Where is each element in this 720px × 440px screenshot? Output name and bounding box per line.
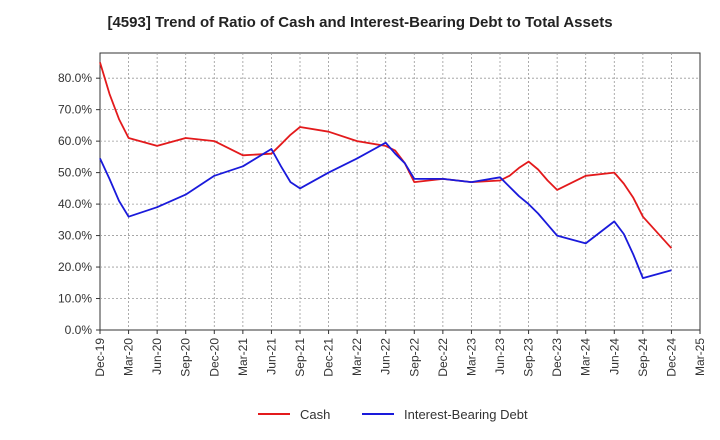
- x-tick-label: Mar-20: [122, 338, 136, 376]
- y-tick-label: 80.0%: [58, 71, 92, 85]
- x-tick-label: Jun-21: [264, 338, 278, 375]
- x-tick-label: Mar-22: [350, 338, 364, 376]
- x-tick-label: Sep-20: [179, 338, 193, 377]
- x-tick-label: Sep-22: [407, 338, 421, 377]
- series-line-interest-bearing-debt: [99, 141, 672, 280]
- x-tick-label: Dec-20: [207, 338, 221, 377]
- x-tick-label: Jun-24: [607, 338, 621, 375]
- x-tick-label: Dec-21: [322, 338, 336, 377]
- x-tick-label: Mar-24: [579, 338, 593, 376]
- y-tick-label: 70.0%: [58, 103, 92, 117]
- y-tick-label: 20.0%: [58, 260, 92, 274]
- x-tick-label: Jun-23: [493, 338, 507, 375]
- plot-area: [99, 52, 701, 331]
- x-tick-label: Dec-19: [93, 338, 107, 377]
- x-tick-label: Mar-23: [464, 338, 478, 376]
- legend-label: Interest-Bearing Debt: [404, 407, 528, 422]
- x-tick-label: Jun-22: [379, 338, 393, 375]
- x-tick-label: Mar-21: [236, 338, 250, 376]
- x-tick-label: Dec-24: [664, 338, 678, 377]
- y-tick-label: 60.0%: [58, 134, 92, 148]
- x-tick-label: Dec-23: [550, 338, 564, 377]
- y-tick-label: 0.0%: [65, 323, 93, 337]
- x-tick-label: Dec-22: [436, 338, 450, 377]
- y-tick-label: 10.0%: [58, 292, 92, 306]
- y-tick-label: 30.0%: [58, 229, 92, 243]
- x-tick-label: Sep-23: [522, 338, 536, 377]
- chart-title: [4593] Trend of Ratio of Cash and Intere…: [107, 14, 613, 31]
- y-tick-label: 50.0%: [58, 166, 92, 180]
- x-tick-label: Mar-25: [693, 338, 707, 376]
- y-tick-label: 40.0%: [58, 197, 92, 211]
- legend-label: Cash: [300, 407, 330, 422]
- x-tick-label: Jun-20: [150, 338, 164, 375]
- x-tick-label: Sep-21: [293, 338, 307, 377]
- x-tick-label: Sep-24: [636, 338, 650, 377]
